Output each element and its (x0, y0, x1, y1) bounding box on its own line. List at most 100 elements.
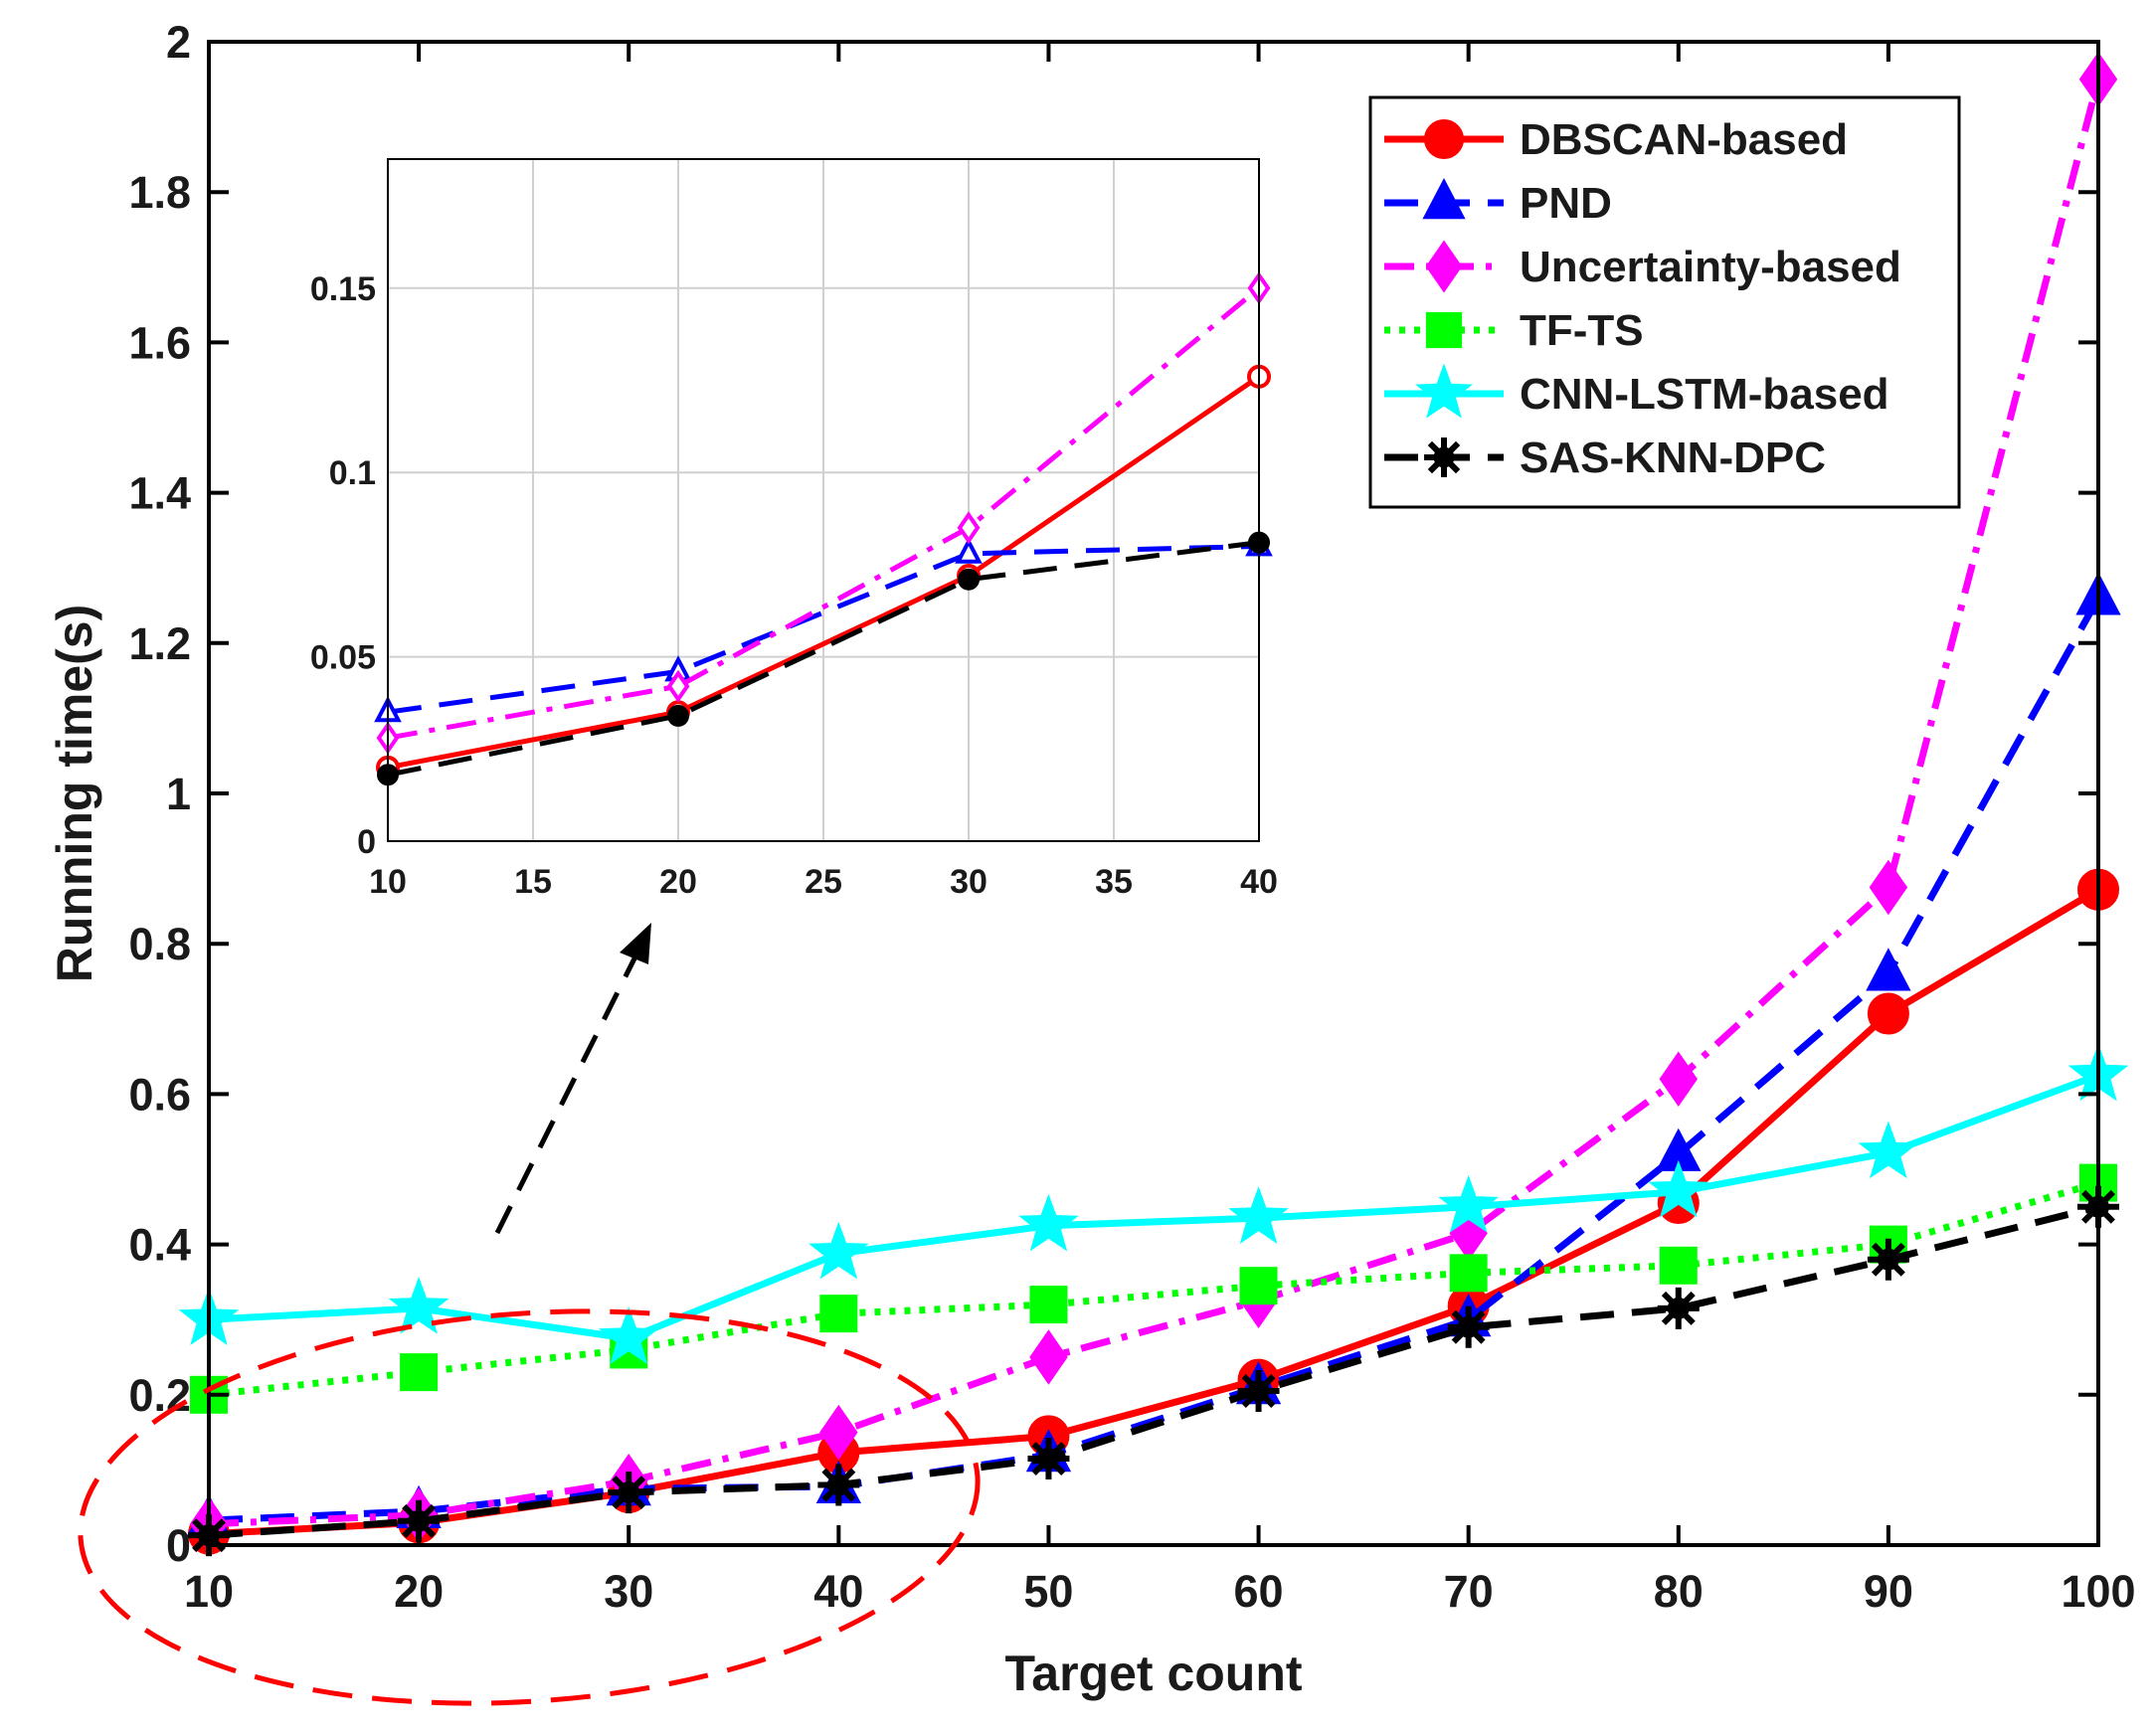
data-point-cnn-lstm-based (1018, 1193, 1079, 1252)
legend-item-cnn-lstm-based: CNN-LSTM-based (1384, 363, 1889, 419)
series-cnn-lstm-based (178, 1043, 2129, 1364)
y-tick-label: 1.8 (128, 167, 191, 218)
inset-data-point-sas-knn-dpc (667, 704, 689, 727)
inset-y-tick-label: 0.05 (310, 639, 376, 677)
data-point-tf-ts (1029, 1286, 1068, 1324)
y-axis-label: Running time(s) (47, 605, 102, 983)
data-point-cnn-lstm-based (1648, 1159, 1709, 1218)
legend-item-tf-ts: TF-TS (1384, 306, 1644, 355)
data-point-tf-ts (400, 1353, 439, 1392)
inset-data-point-uncertainty-based (957, 511, 981, 545)
data-point-sas-knn-dpc (1447, 1305, 1490, 1348)
legend-marker-uncertainty-based (1425, 240, 1463, 293)
inset-x-tick-label: 15 (514, 863, 552, 901)
asterisk-core (1037, 1448, 1060, 1471)
series-line-sas-knn-dpc (208, 1203, 2099, 1539)
data-point-tf-ts (819, 1295, 858, 1333)
series-line-tf-ts (208, 1179, 2099, 1399)
inset-y-tick-label: 0.15 (310, 270, 376, 308)
x-axis-label: Target count (1004, 1646, 1302, 1701)
legend-label-tf-ts: TF-TS (1520, 306, 1644, 355)
data-point-uncertainty-based (819, 1404, 858, 1461)
data-point-tf-ts (1449, 1254, 1488, 1293)
x-tick-label: 20 (394, 1566, 444, 1617)
y-tick-label: 0.2 (128, 1370, 191, 1421)
y-tick-label: 1.2 (128, 618, 191, 669)
inset-data-point-uncertainty-based (666, 669, 690, 703)
x-tick-label: 30 (604, 1566, 653, 1617)
legend-label-sas-knn-dpc: SAS-KNN-DPC (1520, 434, 1826, 482)
zoom-region-ellipse (78, 1308, 981, 1706)
data-point-sas-knn-dpc (1867, 1238, 1909, 1281)
inset-series-line-pnd (387, 543, 1260, 715)
asterisk-core (827, 1474, 850, 1496)
inset-y-tick-label: 0.1 (329, 454, 376, 492)
x-tick-label: 60 (1234, 1566, 1284, 1617)
inset-plot-frame (387, 158, 1260, 842)
y-tick-label: 0.6 (128, 1069, 191, 1120)
legend-item-dbscan-based: DBSCAN-based (1384, 115, 1848, 164)
inset-data-point-sas-knn-dpc (958, 568, 980, 591)
data-point-sas-knn-dpc (1657, 1287, 1700, 1329)
inset-x-tick-label: 35 (1095, 863, 1133, 901)
asterisk-core (1433, 446, 1455, 468)
data-point-tf-ts (1659, 1246, 1698, 1285)
legend-marker-pnd (1422, 178, 1466, 220)
legend-label-pnd: PND (1520, 179, 1612, 228)
legend-item-uncertainty-based: Uncertainty-based (1384, 240, 1901, 293)
data-point-cnn-lstm-based (1858, 1121, 1919, 1179)
legend-label-uncertainty-based: Uncertainty-based (1520, 243, 1901, 291)
inset-x-tick-label: 25 (805, 863, 842, 901)
legend-label-dbscan-based: DBSCAN-based (1520, 115, 1848, 164)
data-point-sas-knn-dpc (398, 1499, 441, 1542)
inset-series-sas-knn-dpc (377, 531, 1270, 786)
zoom-arrow-head (620, 923, 651, 964)
legend-item-sas-knn-dpc: SAS-KNN-DPC (1384, 434, 1826, 482)
y-tick-label: 0.8 (128, 919, 191, 969)
x-tick-label: 80 (1654, 1566, 1704, 1617)
data-point-uncertainty-based (1029, 1329, 1068, 1385)
data-point-sas-knn-dpc (1237, 1370, 1280, 1413)
data-point-sas-knn-dpc (817, 1464, 860, 1506)
series-line-uncertainty-based (208, 78, 2102, 1528)
y-tick-label: 0.4 (128, 1220, 191, 1271)
data-point-sas-knn-dpc (1027, 1438, 1070, 1480)
main-series-layer (178, 52, 2129, 1557)
series-line-cnn-lstm-based (208, 1072, 2100, 1342)
asterisk-core (408, 1509, 431, 1532)
series-tf-ts (190, 1163, 2117, 1414)
series-line-dbscan-based (208, 886, 2100, 1538)
asterisk-core (1247, 1380, 1270, 1403)
data-point-pnd (1866, 948, 1911, 991)
asterisk-core (618, 1481, 640, 1504)
x-tick-label: 40 (813, 1566, 863, 1617)
legend-marker-tf-ts (1425, 311, 1463, 349)
legend-marker-cnn-lstm-based (1415, 363, 1473, 419)
y-tick-label: 0 (166, 1520, 191, 1571)
series-sas-knn-dpc (188, 1185, 2119, 1557)
y-tick-label: 1.4 (128, 468, 191, 519)
data-point-cnn-lstm-based (1438, 1174, 1499, 1233)
legend-box (1368, 95, 1961, 509)
asterisk-core (1877, 1248, 1899, 1271)
asterisk-core (1457, 1315, 1480, 1338)
inset-y-tick-label: 0 (357, 823, 376, 861)
legend-item-pnd: PND (1384, 178, 1612, 228)
data-point-cnn-lstm-based (1228, 1186, 1289, 1244)
inset-x-tick-label: 20 (659, 863, 697, 901)
x-tick-label: 50 (1023, 1566, 1073, 1617)
data-point-cnn-lstm-based (598, 1306, 659, 1364)
x-tick-label: 70 (1444, 1566, 1494, 1617)
data-point-sas-knn-dpc (608, 1472, 650, 1514)
legend: DBSCAN-based PND Uncertainty-based TF-TS CNN… (1384, 115, 1901, 482)
inset-x-tick-label: 30 (950, 863, 988, 901)
inset-series-line-dbscan-based (387, 374, 1261, 771)
data-point-uncertainty-based (1869, 859, 1908, 916)
y-tick-label: 2 (166, 17, 191, 68)
zoom-arrow-line (494, 943, 644, 1235)
data-point-tf-ts (1239, 1267, 1278, 1305)
y-tick-label: 1 (166, 769, 191, 819)
data-point-cnn-lstm-based (388, 1276, 449, 1334)
inset-x-tick-label: 10 (369, 863, 407, 901)
